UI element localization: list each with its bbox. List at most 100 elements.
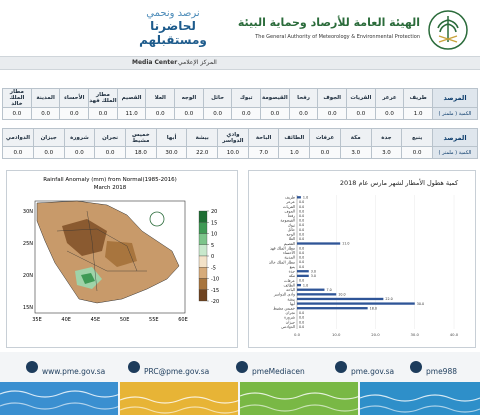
value-label: 3.0 — [311, 274, 316, 278]
station-name: عرفات — [309, 128, 341, 147]
value-label: 0.0 — [299, 209, 304, 213]
y-tick-label: الأحساء — [283, 250, 295, 255]
logo — [428, 10, 468, 50]
media-en: Media Center — [132, 59, 178, 66]
wave-panel — [120, 382, 238, 415]
header-row: المرصد طريف عرعر القريات الجوف رفحا القيصومة تب… — [2, 88, 478, 108]
station-name: نجران — [94, 128, 126, 147]
footer-email[interactable]: PRC@pme.gov.sa — [144, 367, 210, 376]
value-label: الكمية ( ملمتر ) — [432, 146, 478, 159]
bar — [297, 270, 309, 273]
rain-value: 0.0 — [88, 107, 118, 120]
x-tick-label: 40.0 — [450, 332, 459, 337]
slogan-line: لحاضرنا ومستقبلهم — [139, 19, 207, 47]
rain-value: 0.0 — [260, 107, 290, 120]
value-label: الكمية ( ملمتر ) — [432, 107, 478, 120]
colorbar-bin — [198, 267, 208, 279]
colorbar-bin — [198, 255, 208, 268]
station-name: بيشة — [186, 128, 219, 147]
y-tick-label: الجوف — [284, 208, 295, 213]
rain-value: 10.0 — [217, 146, 249, 159]
bar — [297, 274, 309, 278]
y-tick-label: القصيم — [284, 241, 295, 246]
value-label: 0.0 — [299, 228, 304, 232]
slogan-line: نرصد ونحمي — [146, 8, 200, 19]
station-name: شرورة — [63, 128, 96, 147]
y-tick-label: مطار الملك خالد — [269, 259, 295, 264]
station-name: أبها — [155, 128, 188, 147]
station-name: الباحة — [247, 128, 280, 147]
lat-label: 20N — [23, 273, 33, 279]
station-name: القيصومة — [260, 88, 290, 108]
value-label: 11.0 — [342, 242, 349, 246]
icon-facebook — [335, 361, 347, 373]
map-panel: Rainfall Anomaly (mm) from Normal(1985-2… — [6, 170, 238, 348]
colorbar-bin — [198, 210, 208, 223]
bar — [297, 242, 341, 245]
map-subtitle: March 2018 — [94, 185, 127, 191]
rain-value: 0.0 — [2, 107, 32, 120]
value-label: 0.0 — [299, 214, 304, 218]
station-name: خميس مشيط — [124, 128, 157, 147]
footer-website[interactable]: www.pme.gov.sa — [42, 367, 106, 376]
lon-label: 50E — [120, 317, 130, 323]
rain-value: 0.0 — [94, 146, 126, 159]
colorbar-label: -5 — [211, 265, 216, 271]
header-label: المرصد — [432, 88, 478, 108]
y-tick-label: جيزان — [286, 319, 296, 324]
colorbar-bin — [198, 233, 208, 245]
station-name: العلا — [145, 88, 176, 108]
rain-value: 0.0 — [374, 107, 405, 120]
value-row: الكمية ( ملمتر ) 1.0 0.0 0.0 0.0 0.0 0.0 0.0 0.0… — [2, 107, 478, 120]
lon-label: 40E — [61, 317, 71, 323]
x-tick-label: 10.0 — [332, 332, 341, 337]
rain-value: 0.0 — [288, 107, 319, 120]
value-label: 0.0 — [299, 279, 304, 283]
rain-value: 0.0 — [231, 107, 262, 120]
y-tick-label: الباحة — [286, 287, 295, 292]
value-label: 1.0 — [303, 196, 308, 200]
station-table: المرصد طريف عرعر القريات الجوف رفحا القيصومة تب… — [2, 88, 478, 120]
value-label: 0.0 — [299, 265, 304, 269]
rain-value: 0.0 — [202, 107, 233, 120]
footer-phone[interactable]: pme988 — [426, 367, 457, 376]
borders — [56, 210, 147, 292]
station-name: المدينة — [30, 88, 61, 108]
value-label: 0.0 — [299, 246, 304, 250]
rain-value: 0.0 — [30, 107, 61, 120]
colorbar-bin — [198, 289, 208, 302]
footer-facebook[interactable]: pme.gov.sa — [351, 367, 395, 376]
y-tick-label: الطائف — [284, 282, 295, 287]
rain-value: 3.0 — [339, 146, 372, 159]
rain-value: 0.0 — [317, 107, 348, 120]
value-label: 0.0 — [299, 325, 304, 329]
value-label: 10.0 — [338, 293, 345, 297]
y-tick-label: حائل — [288, 227, 296, 232]
dry-area — [105, 241, 137, 267]
y-tick-label: الوجه — [286, 232, 295, 237]
station-name: حائل — [202, 88, 233, 108]
bar — [297, 196, 301, 199]
rain-value: 0.0 — [346, 107, 376, 120]
footer-twitter[interactable]: pmeMediacen — [252, 367, 305, 376]
chart-panel: كمية هطول الأمطار لشهر مارس عام 2018 0.0… — [248, 170, 476, 348]
bar — [297, 297, 384, 301]
station-name: الجوف — [317, 88, 348, 108]
icon-web — [26, 361, 38, 373]
colorbar-bin — [198, 244, 208, 257]
rain-value: 0.0 — [145, 107, 176, 120]
colorbar-label: -15 — [211, 288, 219, 294]
icon-mail — [128, 361, 140, 373]
rain-value: 22.0 — [186, 146, 219, 159]
value-row: الكمية ( ملمتر ) 0.0 3.0 3.0 0.0 1.0 7.0 10.0 22… — [2, 146, 478, 159]
bar — [297, 288, 325, 291]
bar — [297, 283, 301, 287]
rain-value: 0.0 — [2, 146, 34, 159]
map-logo — [149, 211, 165, 227]
station-name: مطار الملك خالد — [2, 88, 32, 108]
value-label: 0.0 — [299, 205, 304, 209]
value-label: 0.0 — [299, 256, 304, 260]
station-name: مطار الملك فهد — [88, 88, 118, 108]
x-tick-label: 30.0 — [411, 332, 420, 337]
station-name: الدوادمي — [2, 128, 34, 147]
